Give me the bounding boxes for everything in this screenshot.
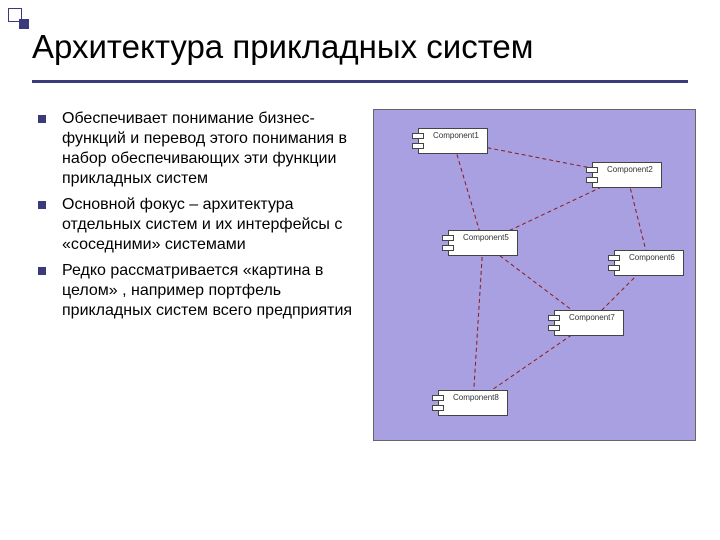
component-label: Component5	[463, 233, 509, 242]
bullet-list: Обеспечивает понимание бизнес-функций и …	[36, 109, 357, 441]
component-label: Component7	[569, 313, 615, 322]
component-node: Component8	[438, 390, 508, 416]
component-lug-icon	[548, 315, 560, 321]
component-lug-icon	[412, 143, 424, 149]
component-lug-icon	[442, 235, 454, 241]
component-lug-icon	[586, 177, 598, 183]
component-lug-icon	[432, 395, 444, 401]
component-lug-icon	[608, 265, 620, 271]
component-label: Component1	[433, 131, 479, 140]
component-label: Component6	[629, 253, 675, 262]
content-row: Обеспечивает понимание бизнес-функций и …	[0, 83, 720, 441]
title-area: Архитектура прикладных систем	[0, 0, 720, 72]
diagram-edges	[374, 110, 700, 442]
component-label: Component2	[607, 165, 653, 174]
component-node: Component1	[418, 128, 488, 154]
list-item: Основной фокус – архитектура отдельных с…	[36, 195, 357, 255]
list-item: Обеспечивает понимание бизнес-функций и …	[36, 109, 357, 189]
component-lug-icon	[412, 133, 424, 139]
component-node: Component2	[592, 162, 662, 188]
component-lug-icon	[442, 245, 454, 251]
component-node: Component7	[554, 310, 624, 336]
slide-title: Архитектура прикладных систем	[32, 28, 688, 66]
list-item: Редко рассматривается «картина в целом» …	[36, 261, 357, 321]
component-label: Component8	[453, 393, 499, 402]
component-node: Component6	[614, 250, 684, 276]
component-diagram: Component1 Component2 Component5 Component6…	[373, 109, 696, 441]
component-lug-icon	[608, 255, 620, 261]
component-node: Component5	[448, 230, 518, 256]
component-lug-icon	[548, 325, 560, 331]
component-lug-icon	[432, 405, 444, 411]
component-lug-icon	[586, 167, 598, 173]
